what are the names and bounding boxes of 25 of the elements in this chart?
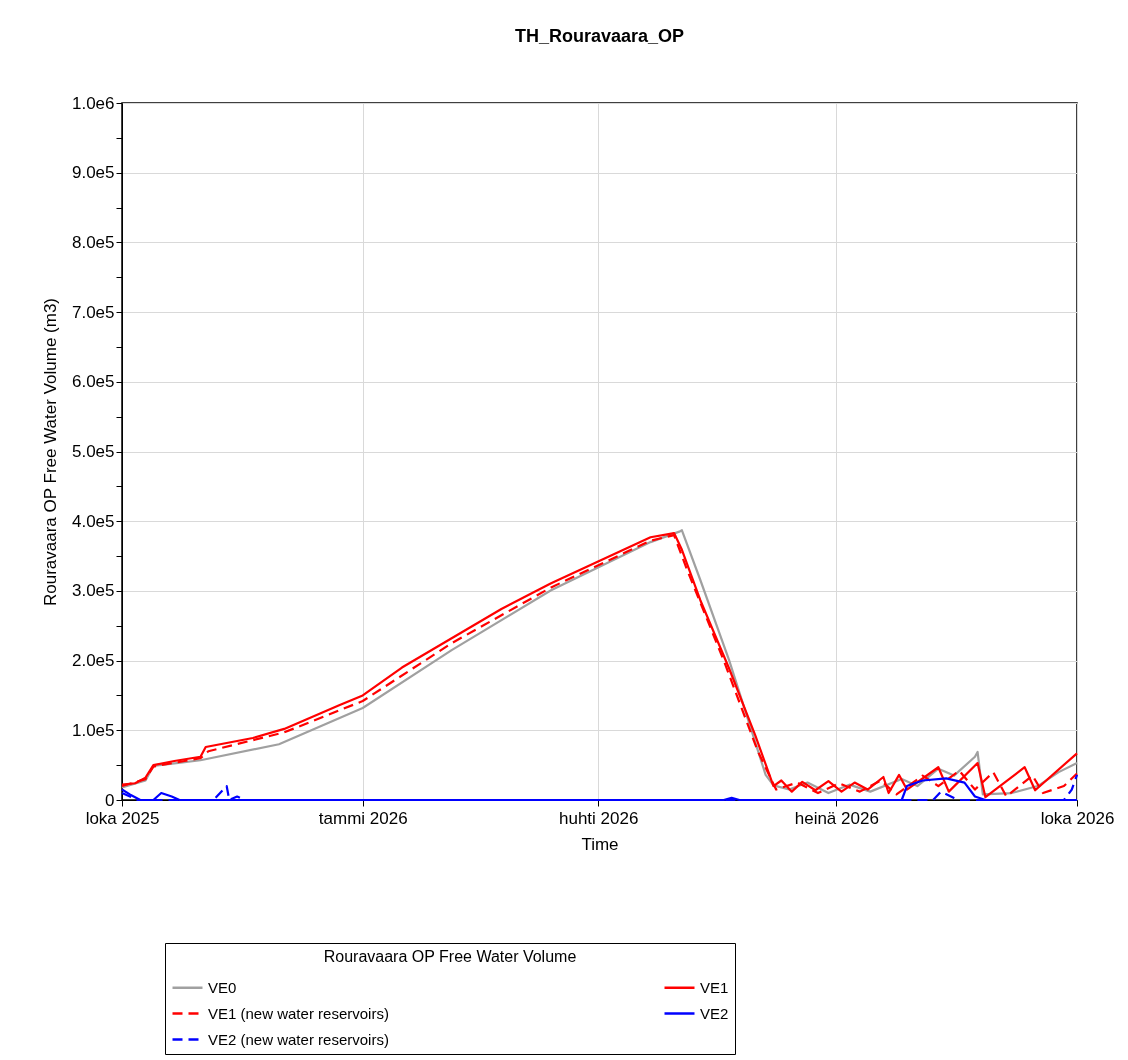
x-tick-label: heinä 2026 [794, 808, 879, 828]
legend-label: VE2 [700, 1004, 729, 1022]
x-tick-label: loka 2025 [85, 808, 160, 828]
y-tick-label: 4.0e5 [71, 511, 115, 531]
x-tick-label: huhti 2026 [558, 808, 639, 828]
legend-title: Rouravaara OP Free Water Volume [323, 948, 577, 965]
y-tick-label: 7.0e5 [71, 302, 115, 322]
x-axis-title: Time [581, 834, 619, 854]
legend-label: VE2 (new water reservoirs) [208, 1030, 389, 1048]
y-tick-label: 6.0e5 [71, 372, 115, 392]
legend-label: VE1 [700, 978, 729, 996]
x-tick-label: tammi 2026 [318, 808, 408, 828]
y-tick-label: 0 [105, 790, 115, 810]
y-tick-label: 2.0e5 [71, 651, 115, 671]
chart-title: TH_Rouravaara_OP [514, 26, 685, 46]
y-tick-label: 9.0e5 [71, 163, 115, 183]
y-axis-title: Rouravaara OP Free Water Volume (m3) [40, 297, 60, 607]
x-tick-label: loka 2026 [1040, 808, 1115, 828]
y-tick-label: 1.0e5 [71, 720, 115, 740]
legend-label: VE0 [208, 978, 237, 996]
y-tick-label: 5.0e5 [71, 442, 115, 461]
y-tick-label: 8.0e5 [71, 232, 115, 252]
y-tick-label: 3.0e5 [71, 581, 115, 601]
legend-label: VE1 (new water reservoirs) [208, 1004, 389, 1022]
y-tick-label: 1.0e6 [71, 93, 115, 113]
